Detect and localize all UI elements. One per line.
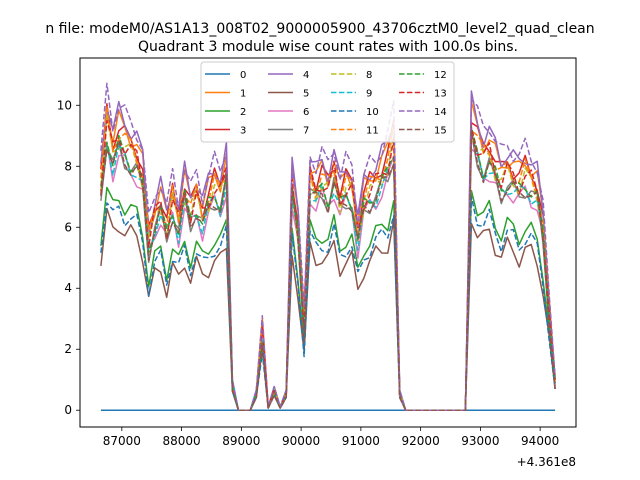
plot-lines bbox=[100, 82, 556, 411]
legend-label-6: 6 bbox=[303, 107, 309, 118]
legend-label-13: 13 bbox=[434, 89, 447, 100]
x-tick-label: 88000 bbox=[162, 434, 200, 448]
legend-label-10: 10 bbox=[366, 107, 379, 118]
series-line-10 bbox=[100, 195, 556, 411]
legend-box bbox=[200, 61, 455, 143]
chart-title: Quadrant 3 module wise count rates with … bbox=[138, 39, 518, 55]
x-tick-label: 89000 bbox=[222, 434, 260, 448]
plot-area-frame bbox=[79, 57, 577, 428]
series-line-13 bbox=[100, 119, 556, 411]
legend-label-9: 9 bbox=[366, 89, 372, 100]
series-line-15 bbox=[100, 130, 556, 411]
series-line-14 bbox=[100, 82, 556, 411]
legend-label-8: 8 bbox=[366, 70, 372, 81]
series-line-11 bbox=[100, 106, 556, 411]
legend-label-3: 3 bbox=[240, 126, 246, 137]
x-tick-label: 93000 bbox=[461, 434, 499, 448]
figure-suptitle: n file: modeM0/AS1A13_008T02_9000005900_… bbox=[45, 21, 594, 37]
y-axis: 0 2 4 6 8 10 bbox=[57, 98, 80, 417]
y-tick-label: 8 bbox=[64, 159, 72, 173]
legend-label-15: 15 bbox=[434, 126, 447, 137]
legend-label-0: 0 bbox=[240, 70, 246, 81]
x-tick-label: 94000 bbox=[521, 434, 559, 448]
legend-label-5: 5 bbox=[303, 89, 309, 100]
series-line-3 bbox=[100, 103, 556, 411]
y-tick-label: 2 bbox=[64, 342, 72, 356]
legend-label-2: 2 bbox=[240, 107, 246, 118]
legend-label-4: 4 bbox=[303, 70, 309, 81]
y-tick-label: 4 bbox=[64, 281, 72, 295]
x-tick-label: 90000 bbox=[282, 434, 320, 448]
series-line-5 bbox=[100, 207, 556, 411]
legend-label-11: 11 bbox=[366, 126, 379, 137]
x-axis: 87000 88000 89000 90000 91000 92000 93000 94000 bbox=[103, 427, 559, 448]
y-tick-label: 6 bbox=[64, 220, 72, 234]
x-tick-label: 91000 bbox=[342, 434, 380, 448]
y-tick-label: 0 bbox=[64, 403, 72, 417]
x-tick-label: 87000 bbox=[103, 434, 141, 448]
y-tick-label: 10 bbox=[57, 98, 72, 112]
legend-label-1: 1 bbox=[240, 89, 246, 100]
series-line-2 bbox=[100, 186, 556, 411]
series-line-8 bbox=[100, 114, 556, 411]
legend-label-12: 12 bbox=[434, 70, 447, 81]
x-offset-text: +4.361e8 bbox=[517, 455, 576, 469]
legend-label-14: 14 bbox=[434, 107, 447, 118]
x-tick-label: 92000 bbox=[402, 434, 440, 448]
legend-label-7: 7 bbox=[303, 126, 309, 137]
series-line-9 bbox=[100, 136, 556, 411]
